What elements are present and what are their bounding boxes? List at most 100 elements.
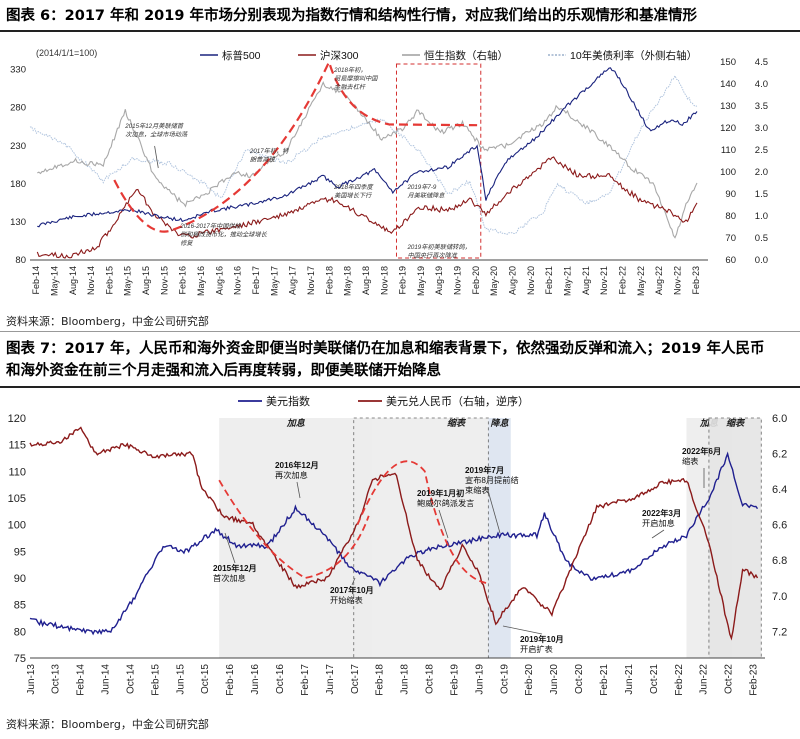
annotation-title-5: 2019年10月 (520, 634, 564, 644)
y-left-tick-label: 80 (14, 626, 26, 638)
annotation-text-5: 2019年7-9 (406, 183, 436, 191)
shaded-period-label-1: 缩表 (447, 418, 467, 428)
annotation-arrow-5 (502, 625, 543, 635)
y-left-tick-label: 95 (14, 546, 26, 558)
annotation-text-1: 再次加息 (275, 470, 308, 480)
x-tick-label: Jun-13 (26, 664, 37, 695)
annotation-text-4: 宣布8月提前结 (465, 475, 519, 485)
annotation-arrow (154, 145, 159, 169)
x-tick-label: Feb-22 (674, 664, 685, 696)
y-left-tick-label: 105 (8, 493, 26, 505)
x-tick-label: Jun-20 (549, 664, 560, 695)
y-right-tick-label: 6.8 (772, 555, 787, 567)
x-tick-label: Feb-19 (398, 266, 408, 295)
annotation-text-4: 美国增长下行 (334, 192, 372, 200)
x-tick-label: Feb-16 (178, 266, 188, 295)
y-right-tick-label: 2.5 (755, 145, 768, 156)
x-tick-label: Oct-14 (125, 664, 136, 694)
x-tick-label: Jun-17 (325, 664, 336, 695)
x-tick-label: Jun-19 (474, 664, 485, 695)
y-right-tick-label: 0.0 (755, 255, 768, 266)
x-tick-label: Oct-15 (200, 664, 211, 694)
x-tick-label: Oct-19 (499, 664, 510, 694)
x-tick-label: Feb-15 (150, 664, 161, 696)
y-right-tick-label: 6.0 (772, 413, 787, 425)
x-tick-label: Nov-21 (599, 266, 609, 295)
y-mid-tick-label: 140 (720, 79, 736, 90)
y-right-tick-label: 4.0 (755, 79, 768, 90)
y-left-tick-label: 280 (10, 103, 26, 114)
y-left-tick-label: 75 (14, 653, 26, 665)
x-tick-label: Oct-13 (51, 664, 62, 694)
x-tick-label: May-15 (123, 266, 133, 296)
y-right-tick-label: 3.5 (755, 101, 768, 112)
annotation-title-2: 2017年10月 (330, 585, 374, 595)
x-tick-label: May-19 (416, 266, 426, 296)
y-mid-tick-label: 130 (720, 101, 736, 112)
fig6-title: 图表 6：2017 年和 2019 年市场分别表现为指数行情和结构性行情，对应我… (6, 8, 697, 24)
legend-label-3: 10年美债利率（外侧右轴） (570, 49, 697, 62)
y-left-tick-label: 85 (14, 600, 26, 612)
x-tick-label: Feb-23 (691, 266, 701, 295)
x-tick-label: May-14 (49, 266, 59, 296)
x-tick-label: May-18 (343, 266, 353, 296)
y-mid-tick-label: 110 (721, 145, 736, 156)
y-mid-tick-label: 100 (720, 167, 736, 178)
x-tick-label: Oct-21 (649, 664, 660, 694)
y-mid-tick-label: 70 (725, 233, 736, 244)
x-tick-label: Aug-22 (654, 266, 664, 295)
fig6-source: 资料来源：Bloomberg，中金公司研究部 (6, 315, 209, 328)
y-left-tick-label: 130 (10, 217, 26, 228)
annotation-text-6: 开启加息 (642, 518, 675, 528)
y-left-tick-label: 80 (15, 255, 26, 266)
y-left-tick-label: 330 (10, 65, 26, 76)
x-tick-label: Nov-14 (86, 266, 96, 295)
annotation-arrow-1 (296, 481, 301, 499)
x-tick-label: Feb-14 (76, 664, 87, 696)
annotation-text-7: 缩表 (682, 456, 698, 466)
y-right-tick-label: 6.6 (772, 520, 787, 532)
x-tick-label: Feb-17 (251, 266, 261, 295)
y-left-tick-label: 230 (10, 141, 26, 152)
annotation-text-6: 2019年初美联储转鸽， (406, 243, 470, 251)
x-tick-label: May-17 (269, 266, 279, 296)
legend-label-0: 美元指数 (266, 394, 310, 408)
y-left-tick-label: 110 (8, 466, 26, 478)
x-tick-label: Jun-22 (699, 664, 710, 695)
y-left-tick-label: 180 (10, 179, 26, 190)
x-tick-label: Nov-19 (453, 266, 463, 295)
annotation-arrow-2 (351, 577, 356, 586)
annotation-text-3: 金融去杠杆 (334, 83, 366, 91)
annotation-title-7: 2022年6月 (682, 446, 721, 456)
y-right-tick-label: 6.2 (772, 449, 787, 461)
legend-label-1: 美元兑人民币（右轴，逆序） (386, 394, 529, 408)
shaded-period-1 (353, 418, 489, 658)
y-right-tick-label: 4.5 (755, 57, 768, 68)
x-tick-label: Aug-19 (434, 266, 444, 295)
x-tick-label: Oct-16 (275, 664, 286, 694)
annotation-text-6: 中国央行再次降准 (407, 252, 457, 260)
shaded-period-0 (219, 418, 373, 658)
legend-label-2: 恒生指数（右轴） (424, 49, 508, 62)
shaded-period-label-0: 加息 (286, 418, 306, 428)
x-tick-label: Nov-16 (233, 266, 243, 295)
x-tick-label: Aug-15 (141, 266, 151, 295)
annotation-text-2: 开始缩表 (330, 595, 363, 605)
y-right-tick-label: 2.0 (755, 167, 768, 178)
x-tick-label: Oct-17 (350, 664, 361, 694)
x-tick-label: Aug-17 (288, 266, 298, 295)
x-tick-label: Aug-16 (214, 266, 224, 295)
x-tick-label: Oct-20 (574, 664, 585, 694)
trend-dashed-curve-2 (356, 460, 489, 585)
shaded-period-label-4: 缩表 (726, 418, 746, 428)
fig7-chart: 加息缩表降息加息缩表12011511010510095908580756.06.… (8, 394, 788, 696)
annotation-text-3: 贸易摩擦叫中国 (334, 75, 378, 83)
x-tick-label: Feb-15 (104, 266, 114, 295)
x-tick-label: Feb-19 (449, 664, 460, 696)
x-tick-label: Feb-21 (544, 266, 554, 295)
shaded-period-label-2: 降息 (491, 418, 510, 428)
fig6-chart: (2014/1/1=100) 330 280 230 180 130 80 150 140 130… (10, 48, 768, 296)
annotation-text-1: 修复 (180, 239, 193, 247)
annotation-text-1: 侧和棚改货币化，推动全球增长 (180, 231, 267, 239)
fig7-top-rule (0, 386, 800, 388)
